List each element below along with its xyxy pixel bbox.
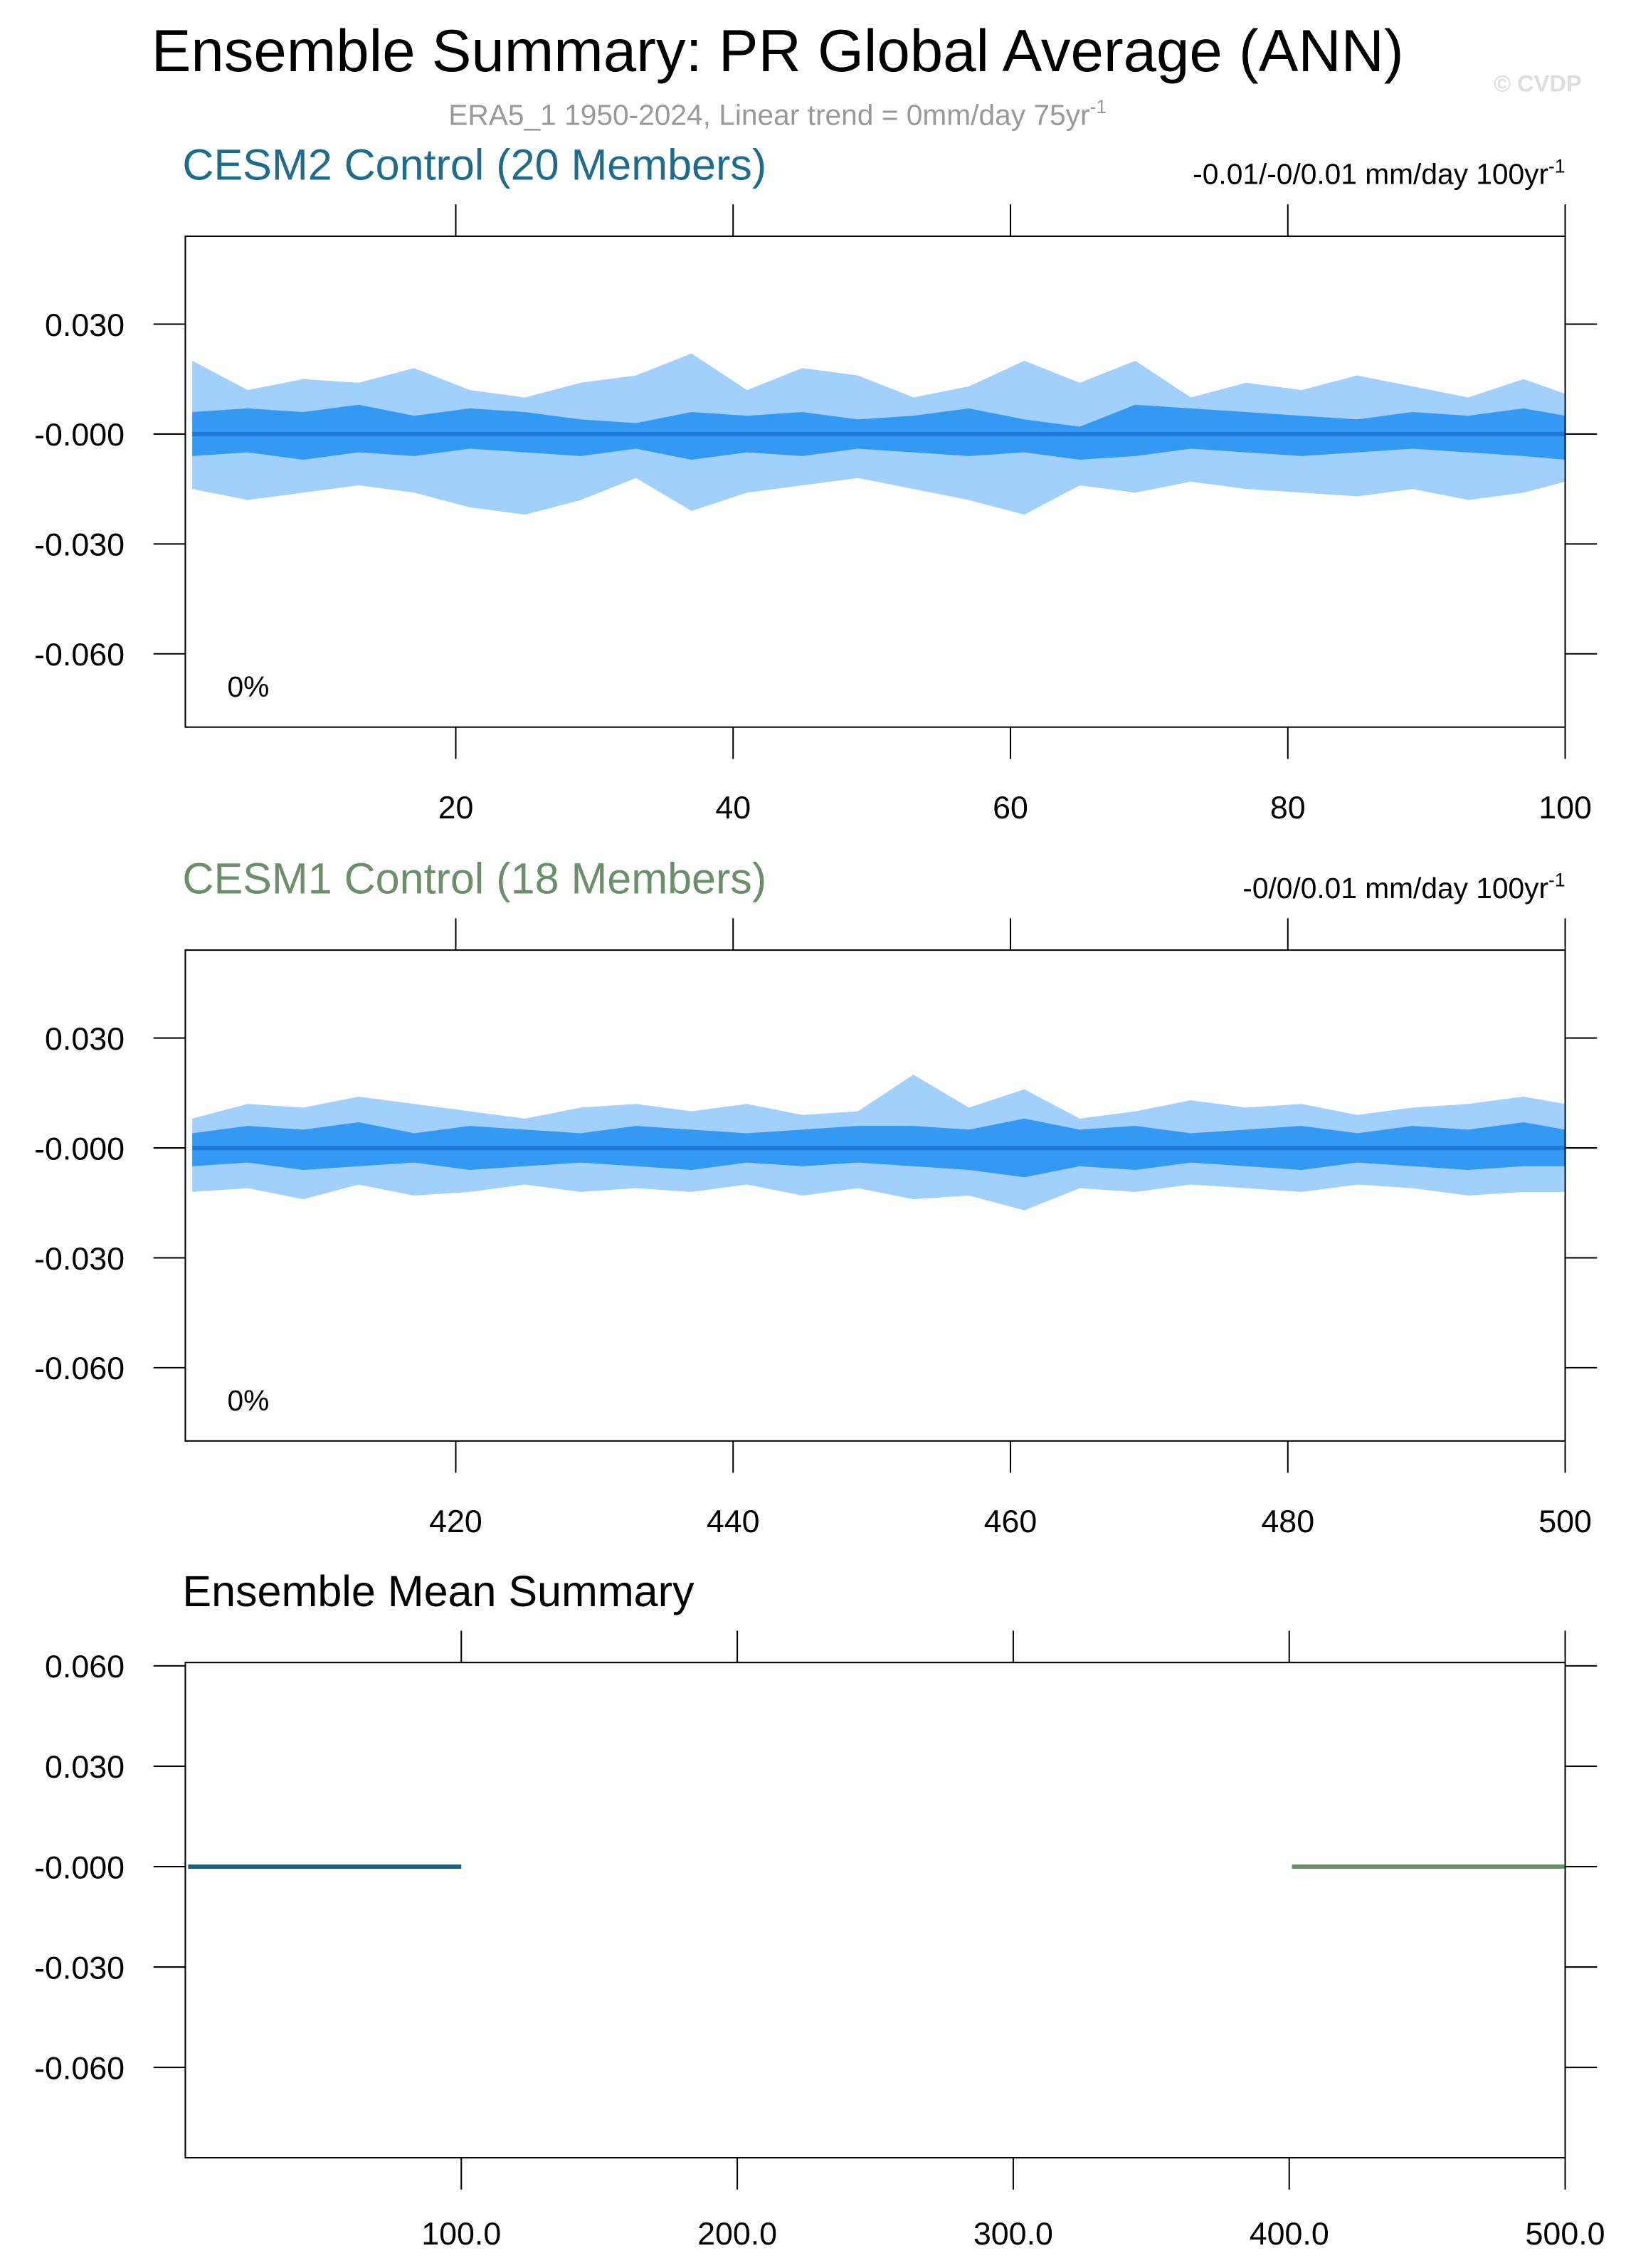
subtitle: ERA5_1 1950-2024, Linear trend = 0mm/day… (448, 96, 1107, 131)
x-tick-label: 400.0 (1250, 2216, 1329, 2252)
y-tick-label: 0.030 (45, 307, 125, 343)
y-tick-label: -0.030 (34, 1241, 125, 1277)
figure-title: Ensemble Summary: PR Global Average (ANN… (152, 17, 1404, 84)
x-tick-label: 480 (1261, 1504, 1314, 1539)
y-tick-label: -0.030 (34, 527, 125, 563)
y-tick-label: 0.030 (45, 1749, 125, 1785)
y-tick-label: -0.060 (34, 637, 125, 673)
y-tick-label: -0.000 (34, 417, 125, 453)
subtitle-text: ERA5_1 1950-2024, Linear trend = 0mm/day… (448, 98, 1089, 131)
watermark: © CVDP (1494, 70, 1581, 96)
y-tick-label: -0.000 (34, 1131, 125, 1166)
subtitle-sup: -1 (1090, 96, 1107, 117)
plot-frame (184, 1662, 1566, 2159)
panel-title: CESM1 Control (18 Members) (182, 855, 766, 903)
y-tick-label: -0.000 (34, 1850, 125, 1885)
x-tick-label: 60 (993, 790, 1028, 826)
y-tick-label: -0.060 (34, 1351, 125, 1386)
trend-label: -0/0/0.01 mm/day 100yr-1 (1242, 870, 1565, 904)
x-tick-label: 500.0 (1526, 2216, 1605, 2252)
trend-text: -0.01/-0/0.01 mm/day 100yr (1193, 158, 1548, 191)
y-tick-label: 0.060 (45, 1649, 125, 1684)
trend-label: -0.01/-0/0.01 mm/day 100yr-1 (1193, 155, 1565, 190)
x-tick-label: 420 (429, 1504, 482, 1539)
trend-sup: -1 (1548, 155, 1566, 176)
panel-title: CESM2 Control (20 Members) (182, 141, 766, 189)
percent-annotation: 0% (227, 670, 269, 703)
panel-title: Ensemble Mean Summary (182, 1567, 695, 1615)
x-tick-label: 100.0 (421, 2216, 501, 2252)
x-tick-label: 500 (1538, 1504, 1592, 1539)
plot-frame (184, 949, 1566, 1442)
x-tick-label: 100 (1538, 790, 1592, 826)
x-tick-label: 20 (438, 790, 474, 826)
x-tick-label: 40 (715, 790, 751, 826)
x-tick-label: 200.0 (697, 2216, 777, 2252)
x-tick-label: 80 (1270, 790, 1306, 826)
y-tick-label: -0.030 (34, 1950, 125, 1985)
plot-frame (184, 235, 1566, 728)
trend-text: -0/0/0.01 mm/day 100yr (1242, 872, 1548, 904)
x-tick-label: 460 (984, 1504, 1038, 1539)
percent-annotation: 0% (227, 1384, 269, 1417)
x-tick-label: 440 (707, 1504, 760, 1539)
x-tick-label: 300.0 (973, 2216, 1053, 2252)
y-tick-label: -0.060 (34, 2050, 125, 2086)
trend-sup: -1 (1548, 870, 1566, 891)
y-tick-label: 0.030 (45, 1021, 125, 1057)
